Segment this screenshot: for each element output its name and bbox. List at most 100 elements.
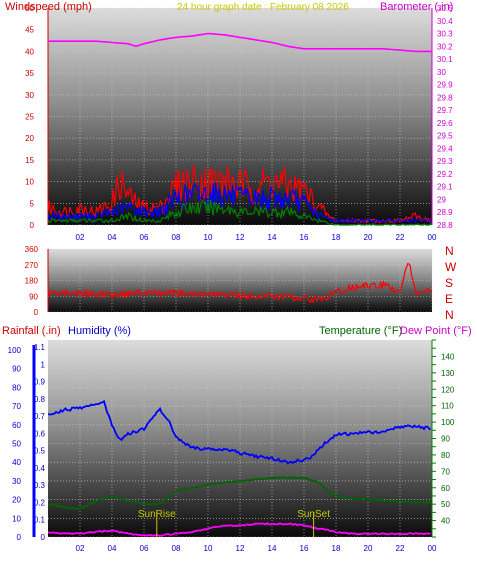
wind-y-tick-label: 0 (30, 221, 35, 230)
barometer-line (48, 32, 432, 53)
temperature-tick-label: 90 (441, 435, 450, 444)
wind-x-tick-label: 06 (140, 233, 149, 242)
temperature-tick-label: 50 (441, 500, 450, 509)
direction-south: S (445, 276, 453, 290)
wind-x-tick-label: 04 (108, 233, 117, 242)
rainfall-tick-label: 0.2 (34, 498, 46, 507)
humidity-tick-label: 0 (17, 533, 22, 542)
temperature-tick-label: 80 (441, 451, 450, 460)
climate-x-tick-label: 18 (332, 544, 341, 553)
humidity-tick-label: 70 (12, 402, 21, 411)
direction-tick-label: 90 (29, 292, 38, 301)
temperature-tick-label: 60 (441, 484, 450, 493)
wind-y-tick-label: 10 (25, 178, 34, 187)
humidity-tick-label: 30 (12, 477, 21, 486)
rainfall-tick-label: 0.4 (34, 464, 46, 473)
rainfall-tick-label: 0.7 (34, 412, 46, 421)
humidity-tick-label: 20 (12, 496, 21, 505)
dewpoint-line (47, 522, 431, 537)
wind-y-tick-label: 35 (25, 69, 34, 78)
rainfall-tick-label: 0.9 (34, 378, 46, 387)
wind-x-tick-label: 14 (268, 233, 277, 242)
humidity-tick-label: 50 (12, 440, 21, 449)
wind-direction-line (47, 262, 433, 304)
direction-north-top: N (445, 244, 454, 258)
wind-y-tick-label: 25 (25, 113, 34, 122)
barometer-tick-label: 29 (437, 195, 446, 204)
barometer-tick-label: 29.5 (437, 132, 453, 141)
temperature-tick-label: 110 (441, 402, 454, 411)
barometer-tick-label: 30.1 (437, 55, 453, 64)
temperature-tick-label: 40 (441, 517, 450, 526)
barometer-tick-label: 29.9 (437, 81, 453, 90)
barometer-tick-label: 29.3 (437, 157, 453, 166)
wind-x-tick-label: 00 (428, 233, 437, 242)
direction-tick-label: 360 (25, 245, 39, 254)
climate-x-tick-label: 12 (236, 544, 245, 553)
wind-x-tick-label: 10 (204, 233, 213, 242)
climate-x-tick-label: 04 (108, 544, 117, 553)
barometer-tick-label: 29.2 (437, 170, 453, 179)
wind-y-tick-label: 45 (25, 26, 34, 35)
barometer-tick-label: 29.1 (437, 183, 453, 192)
climate-x-tick-label: 10 (204, 544, 213, 553)
sunrise-label: SunRise (138, 509, 176, 520)
windspeed-label: Windspeed (mph) (5, 1, 92, 13)
direction-west: W (445, 260, 457, 274)
climate-panel-bg (48, 340, 432, 537)
barometer-tick-label: 30.4 (437, 17, 453, 26)
climate-x-tick-label: 00 (428, 544, 437, 553)
direction-north-bottom: N (445, 308, 454, 322)
axes: 0510152025303540455028.828.92929.129.229… (8, 4, 455, 553)
direction-tick-label: 270 (25, 261, 39, 270)
humidity-tick-label: 60 (12, 421, 21, 430)
dewpoint-label: Dew Point (°F) (400, 325, 472, 337)
barometer-tick-label: 29.7 (437, 106, 453, 115)
temperature-tick-label: 100 (441, 418, 455, 427)
climate-x-tick-label: 08 (172, 544, 181, 553)
rainfall-tick-label: 0.8 (34, 395, 46, 404)
barometer-label: Barometer (.in) (380, 1, 453, 13)
climate-x-tick-label: 02 (76, 544, 85, 553)
barometer-tick-label: 28.8 (437, 221, 453, 230)
humidity-line (47, 399, 432, 465)
wind-x-tick-label: 20 (364, 233, 373, 242)
rainfall-label: Rainfall (.in) (2, 325, 61, 337)
rainfall-tick-label: 0.1 (34, 516, 46, 525)
graph-title: 24 hour graph date : February 08 2026 (177, 2, 349, 13)
rainfall-tick-label: 0.3 (34, 481, 46, 490)
temperature-tick-label: 140 (441, 352, 455, 361)
wind-y-tick-label: 30 (25, 91, 34, 100)
humidity-tick-label: 10 (12, 514, 21, 523)
climate-x-tick-label: 20 (364, 544, 373, 553)
wind-x-tick-label: 18 (332, 233, 341, 242)
climate-x-tick-label: 16 (300, 544, 309, 553)
humidity-tick-label: 40 (12, 458, 21, 467)
wind-y-tick-label: 20 (25, 134, 34, 143)
barometer-tick-label: 29.8 (437, 93, 453, 102)
temperature-line (47, 476, 431, 511)
temperature-tick-label: 70 (441, 467, 450, 476)
chart-series (47, 32, 433, 537)
rainfall-tick-label: 0.6 (34, 429, 46, 438)
direction-tick-label: 0 (34, 308, 39, 317)
humidity-tick-label: 100 (8, 346, 22, 355)
direction-east: E (445, 292, 453, 306)
barometer-tick-label: 30 (437, 68, 446, 77)
climate-x-tick-label: 14 (268, 544, 277, 553)
wind-x-tick-label: 16 (300, 233, 309, 242)
wind-low-line (47, 199, 433, 226)
climate-x-tick-label: 06 (140, 544, 149, 553)
barometer-tick-label: 29.6 (437, 119, 453, 128)
wind-y-tick-label: 15 (25, 156, 34, 165)
climate-x-tick-label: 22 (396, 544, 405, 553)
temperature-tick-label: 120 (441, 385, 455, 394)
rainfall-tick-label: 0 (41, 533, 46, 542)
wind-x-tick-label: 12 (236, 233, 245, 242)
barometer-tick-label: 28.9 (437, 208, 453, 217)
wind-x-tick-label: 02 (76, 233, 85, 242)
humidity-tick-label: 90 (12, 365, 21, 374)
barometer-tick-label: 29.4 (437, 144, 453, 153)
barometer-tick-label: 30.3 (437, 30, 453, 39)
